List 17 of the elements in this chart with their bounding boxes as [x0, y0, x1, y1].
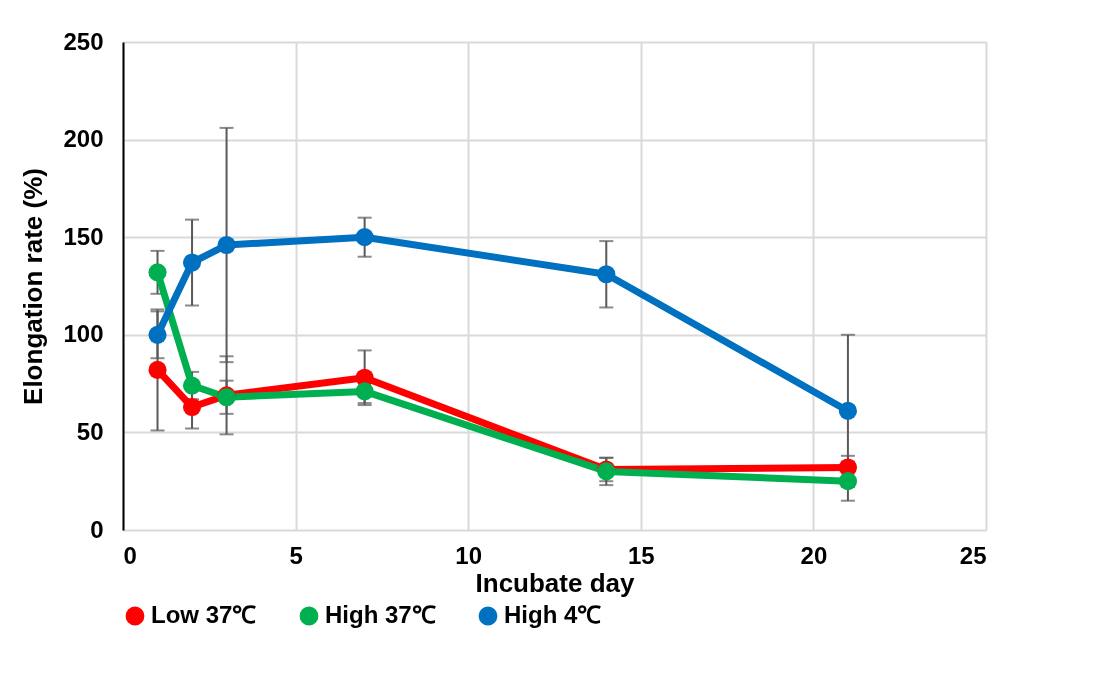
x-tick-label: 0	[123, 541, 137, 569]
x-tick-label: 15	[627, 541, 655, 569]
y-tick-label: 100	[63, 320, 104, 348]
legend-label: High 37℃	[325, 601, 436, 628]
x-tick-label: 25	[959, 541, 987, 569]
legend-label: High 4℃	[504, 601, 602, 628]
x-axis-title: Incubate day	[475, 567, 635, 598]
y-tick-label: 0	[90, 515, 104, 543]
x-tick-label: 10	[455, 541, 483, 569]
x-tick-label: 5	[289, 541, 303, 569]
y-tick-label: 200	[63, 125, 104, 153]
y-axis-title: Elongation rate (%)	[18, 168, 49, 405]
y-tick-label: 50	[76, 417, 104, 445]
y-tick-label: 150	[63, 222, 104, 250]
x-tick-label: 20	[800, 541, 828, 569]
legend-label: Low 37℃	[151, 601, 257, 628]
y-tick-label: 250	[63, 27, 104, 55]
